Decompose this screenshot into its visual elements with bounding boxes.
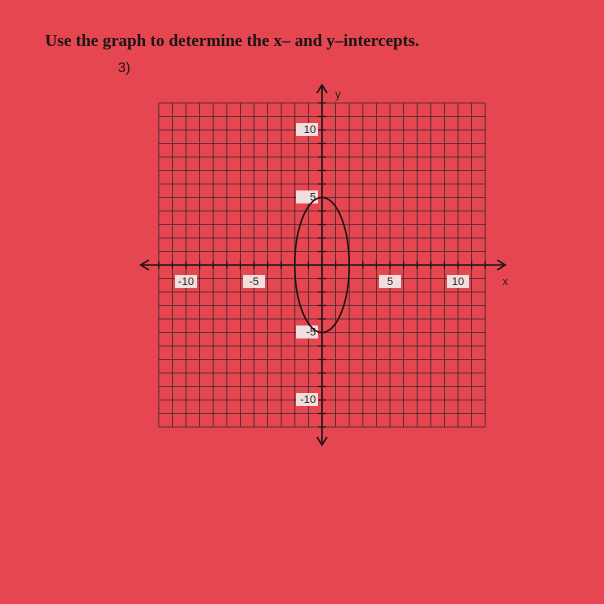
arrow [316, 83, 328, 94]
instruction: Use the graph to determine the x– and y–… [45, 31, 419, 50]
y-tick-label: 5 [310, 191, 316, 203]
graph: x y -10 -5 5 10 10 5 -5 -10 [139, 83, 508, 447]
x-tick-label: 5 [387, 276, 393, 288]
tick-label-bg [379, 275, 401, 288]
x-tick-label: 10 [452, 276, 464, 288]
x-axis-label: x [502, 276, 508, 288]
y-tick-label: -10 [300, 394, 316, 406]
arrow [316, 436, 328, 447]
problem-number: 3) [118, 59, 130, 75]
tick-label-bg [296, 190, 318, 204]
y-tick-label: -5 [306, 326, 316, 338]
tick-label-bg [175, 275, 197, 288]
y-axis-label: y [335, 89, 341, 101]
arrow [139, 259, 150, 271]
y-tick-label: 10 [304, 124, 316, 136]
arrow [496, 259, 507, 271]
tick-label-bg [447, 275, 469, 288]
tick-label-bg [296, 393, 318, 406]
x-tick-label: -10 [178, 276, 194, 288]
tick-label-bg [243, 275, 265, 288]
tick-label-bg [296, 123, 318, 136]
ellipse [293, 196, 350, 334]
x-tick-label: -5 [249, 276, 259, 288]
